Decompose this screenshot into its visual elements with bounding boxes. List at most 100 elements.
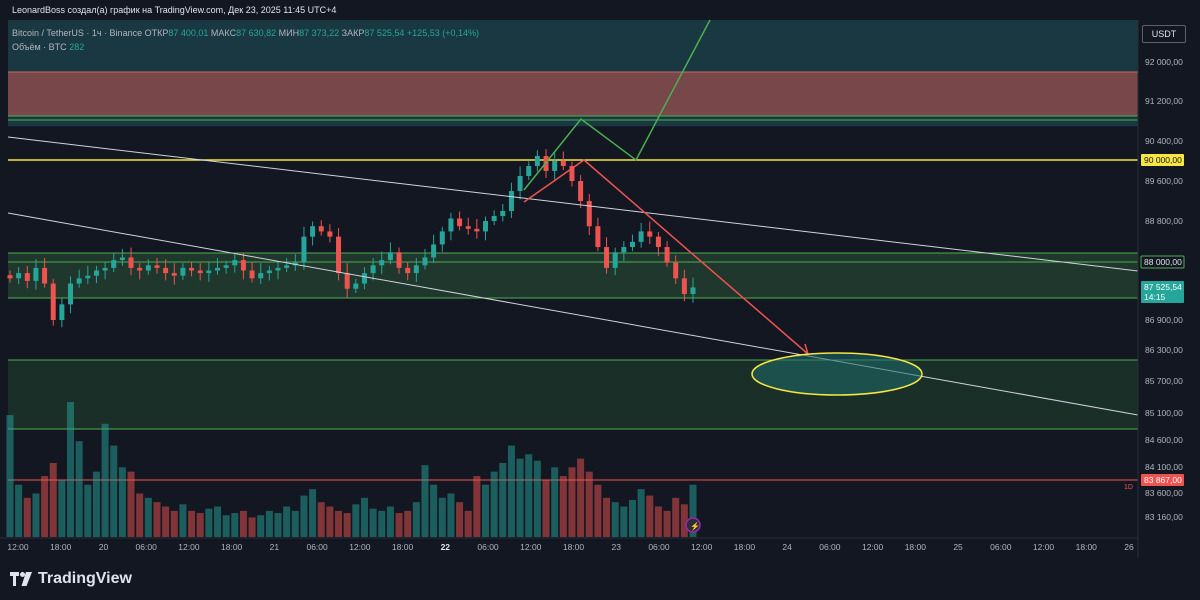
volume-bar <box>6 415 14 537</box>
x-tick-label: 18:00 <box>1076 542 1098 552</box>
candle <box>258 273 264 279</box>
y-tick-label: 83 600,00 <box>1145 488 1183 498</box>
level-83867-interval: 1D <box>1124 484 1133 491</box>
volume-bar <box>430 484 438 537</box>
volume-bar <box>490 471 498 537</box>
volume-bar <box>231 513 239 537</box>
tradingview-logo-icon <box>10 572 32 586</box>
volume-bar <box>637 489 645 537</box>
volume-bar <box>239 510 247 537</box>
volume-bar <box>144 497 152 537</box>
volume-bar <box>603 497 611 537</box>
low-label: МИН <box>278 28 300 38</box>
volume-bar <box>265 510 273 537</box>
tradingview-logo[interactable]: TradingView <box>10 570 132 588</box>
y-tick-label: 90 400,00 <box>1145 136 1183 146</box>
currency-button[interactable]: USDT <box>1142 25 1186 43</box>
x-tick-label: 12:00 <box>691 542 713 552</box>
volume-bar <box>15 484 23 537</box>
volume-bar <box>646 495 654 537</box>
candle <box>93 270 99 276</box>
x-tick-label: 12:00 <box>178 542 200 552</box>
badge-current <box>1141 281 1184 303</box>
candle <box>387 252 393 261</box>
candle <box>457 218 463 227</box>
volume-bar <box>248 517 256 537</box>
volume-bar <box>136 493 144 537</box>
candle <box>638 231 644 242</box>
candle <box>664 247 670 263</box>
volume-bar <box>49 462 57 537</box>
symbol-name[interactable]: Bitcoin / TetherUS · 1ч · Binance <box>12 28 143 38</box>
high-label: МАКС <box>210 28 237 38</box>
volume-bar <box>507 445 515 537</box>
volume-bar <box>438 497 446 537</box>
volume-bar <box>32 493 40 537</box>
volume-bar <box>67 402 75 537</box>
bearish-path <box>523 159 809 355</box>
volume-bar <box>404 510 412 537</box>
volume-bar <box>542 480 550 537</box>
candle <box>690 287 696 294</box>
event-icon-glyph: ⚡ <box>690 521 700 531</box>
x-tick-label: 18:00 <box>563 542 585 552</box>
candle <box>16 273 22 279</box>
volume-bar <box>559 476 567 537</box>
x-tick-label: 18:00 <box>50 542 72 552</box>
volume-bar <box>654 506 662 537</box>
x-tick-label: 06:00 <box>990 542 1012 552</box>
x-tick-label: 12:00 <box>349 542 371 552</box>
candle <box>474 228 480 232</box>
candle <box>59 304 65 320</box>
candle <box>508 191 514 211</box>
badge-90000-label: 90 000,00 <box>1144 155 1182 165</box>
candle <box>310 226 316 237</box>
volume-bar <box>611 502 619 537</box>
volume-bar <box>585 471 593 537</box>
candle <box>344 273 350 289</box>
candle <box>275 267 281 271</box>
y-tick-label: 85 700,00 <box>1145 376 1183 386</box>
x-tick-label: 06:00 <box>136 542 158 552</box>
close-value: 87 525,54 <box>364 28 405 38</box>
candle <box>595 226 601 248</box>
candle <box>483 221 489 232</box>
candle <box>612 252 618 268</box>
candle <box>673 262 679 279</box>
x-tick-label: 12:00 <box>1033 542 1055 552</box>
candle <box>42 267 48 284</box>
badge-88000 <box>1140 255 1185 269</box>
high-value: 87 630,82 <box>236 28 277 38</box>
volume-bar <box>499 462 507 537</box>
current-range-zone <box>8 253 1138 298</box>
y-tick-label: 92 000,00 <box>1145 57 1183 67</box>
volume-bar <box>257 515 265 537</box>
x-tick-label: 06:00 <box>477 542 499 552</box>
volume-bar <box>482 484 490 537</box>
volume-bar <box>196 513 204 537</box>
candle <box>154 265 160 268</box>
volume-bar <box>343 513 351 537</box>
volume-bar <box>222 515 230 537</box>
x-tick-label: 22 <box>441 542 451 552</box>
candle <box>534 156 540 166</box>
volume-bar <box>41 476 49 537</box>
candle <box>405 267 411 274</box>
volume-bar <box>369 508 377 537</box>
event-icon[interactable] <box>685 517 701 533</box>
volume-bar <box>663 510 671 537</box>
volume-bar <box>300 495 308 537</box>
volume-bar <box>378 510 386 537</box>
volume-bar <box>594 484 602 537</box>
volume-bar <box>568 467 576 537</box>
candle <box>197 270 203 274</box>
y-tick-label: 83 160,00 <box>1145 512 1183 522</box>
volume-bar <box>335 510 343 537</box>
y-tick-label: 84 600,00 <box>1145 435 1183 445</box>
volume-bar <box>352 504 360 537</box>
volume-bar <box>170 510 178 537</box>
volume-bar <box>360 497 368 537</box>
attribution-text: LeonardBoss создал(а) график на TradingV… <box>12 5 337 15</box>
volume-bar <box>412 502 420 537</box>
